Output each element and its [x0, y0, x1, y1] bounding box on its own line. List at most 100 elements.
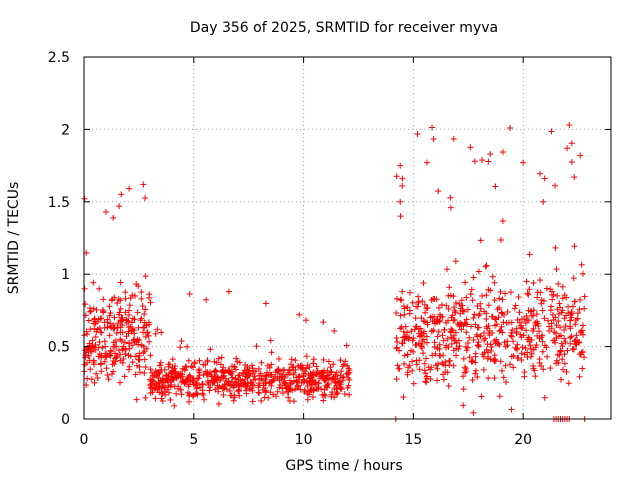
- data-point: [181, 380, 188, 387]
- data-point: [81, 195, 88, 202]
- data-point: [393, 345, 400, 352]
- data-point: [304, 390, 311, 397]
- data-point: [550, 291, 557, 298]
- data-point: [97, 315, 104, 322]
- data-point: [448, 340, 455, 347]
- data-point: [556, 300, 563, 307]
- data-point: [278, 374, 285, 381]
- data-point: [480, 353, 487, 360]
- data-point: [530, 279, 537, 286]
- data-point: [477, 305, 484, 312]
- data-point: [165, 389, 172, 396]
- data-point: [561, 351, 568, 358]
- data-point: [518, 356, 525, 363]
- data-point: [468, 358, 475, 365]
- data-point: [159, 379, 166, 386]
- data-point: [333, 391, 340, 398]
- data-point: [499, 217, 506, 224]
- data-point: [318, 369, 325, 376]
- data-point: [309, 394, 316, 401]
- data-point: [567, 317, 574, 324]
- data-point: [126, 345, 133, 352]
- data-point: [567, 323, 574, 330]
- data-point: [177, 344, 184, 351]
- data-point: [323, 375, 330, 382]
- data-point: [401, 360, 408, 367]
- data-point: [469, 297, 476, 304]
- data-point: [470, 274, 477, 281]
- data-point: [235, 372, 242, 379]
- data-point: [109, 361, 116, 368]
- data-point: [401, 336, 408, 343]
- data-point: [565, 303, 572, 310]
- data-point: [131, 338, 138, 345]
- data-point: [102, 343, 109, 350]
- x-tick-label: 5: [189, 432, 198, 448]
- data-point: [321, 391, 328, 398]
- data-point: [435, 304, 442, 311]
- data-point: [576, 306, 583, 313]
- data-point: [578, 349, 585, 356]
- data-point: [443, 266, 450, 273]
- data-point: [244, 379, 251, 386]
- data-point: [127, 323, 134, 330]
- data-point: [421, 328, 428, 335]
- data-point: [547, 365, 554, 372]
- data-point: [268, 349, 275, 356]
- data-point: [184, 343, 191, 350]
- data-point: [228, 363, 235, 370]
- data-point: [577, 328, 584, 335]
- data-point: [257, 370, 264, 377]
- data-point: [450, 335, 457, 342]
- data-point: [490, 357, 497, 364]
- data-point: [460, 322, 467, 329]
- data-point: [285, 394, 292, 401]
- data-point: [467, 291, 474, 298]
- data-point: [507, 361, 514, 368]
- data-point: [106, 332, 113, 339]
- data-point: [544, 353, 551, 360]
- data-point: [578, 261, 585, 268]
- data-point: [333, 382, 340, 389]
- data-point: [101, 319, 108, 326]
- data-point: [497, 236, 504, 243]
- data-point: [464, 339, 471, 346]
- data-point: [553, 360, 560, 367]
- data-point: [159, 390, 166, 397]
- data-point: [112, 337, 119, 344]
- data-point: [185, 398, 192, 405]
- data-point: [196, 357, 203, 364]
- data-point: [251, 373, 258, 380]
- data-point: [152, 395, 159, 402]
- data-point: [92, 333, 99, 340]
- data-point: [234, 358, 241, 365]
- data-point: [462, 279, 469, 286]
- data-point: [149, 389, 156, 396]
- data-point: [207, 346, 214, 353]
- data-point: [428, 364, 435, 371]
- data-point: [132, 292, 139, 299]
- data-point: [463, 329, 470, 336]
- data-point: [104, 372, 111, 379]
- data-point: [275, 366, 282, 373]
- data-point: [152, 384, 159, 391]
- data-point: [444, 369, 451, 376]
- data-point: [394, 338, 401, 345]
- data-point: [264, 369, 271, 376]
- data-point: [342, 358, 349, 365]
- data-point: [440, 337, 447, 344]
- data-point: [288, 356, 295, 363]
- data-point: [101, 358, 108, 365]
- data-point: [136, 356, 143, 363]
- data-point: [494, 306, 501, 313]
- data-point: [445, 292, 452, 299]
- data-point: [233, 380, 240, 387]
- data-point: [545, 317, 552, 324]
- data-point: [82, 352, 89, 359]
- data-point: [429, 352, 436, 359]
- data-point: [553, 334, 560, 341]
- data-point: [467, 144, 474, 151]
- data-point: [541, 315, 548, 322]
- data-point: [95, 353, 102, 360]
- data-point: [250, 382, 257, 389]
